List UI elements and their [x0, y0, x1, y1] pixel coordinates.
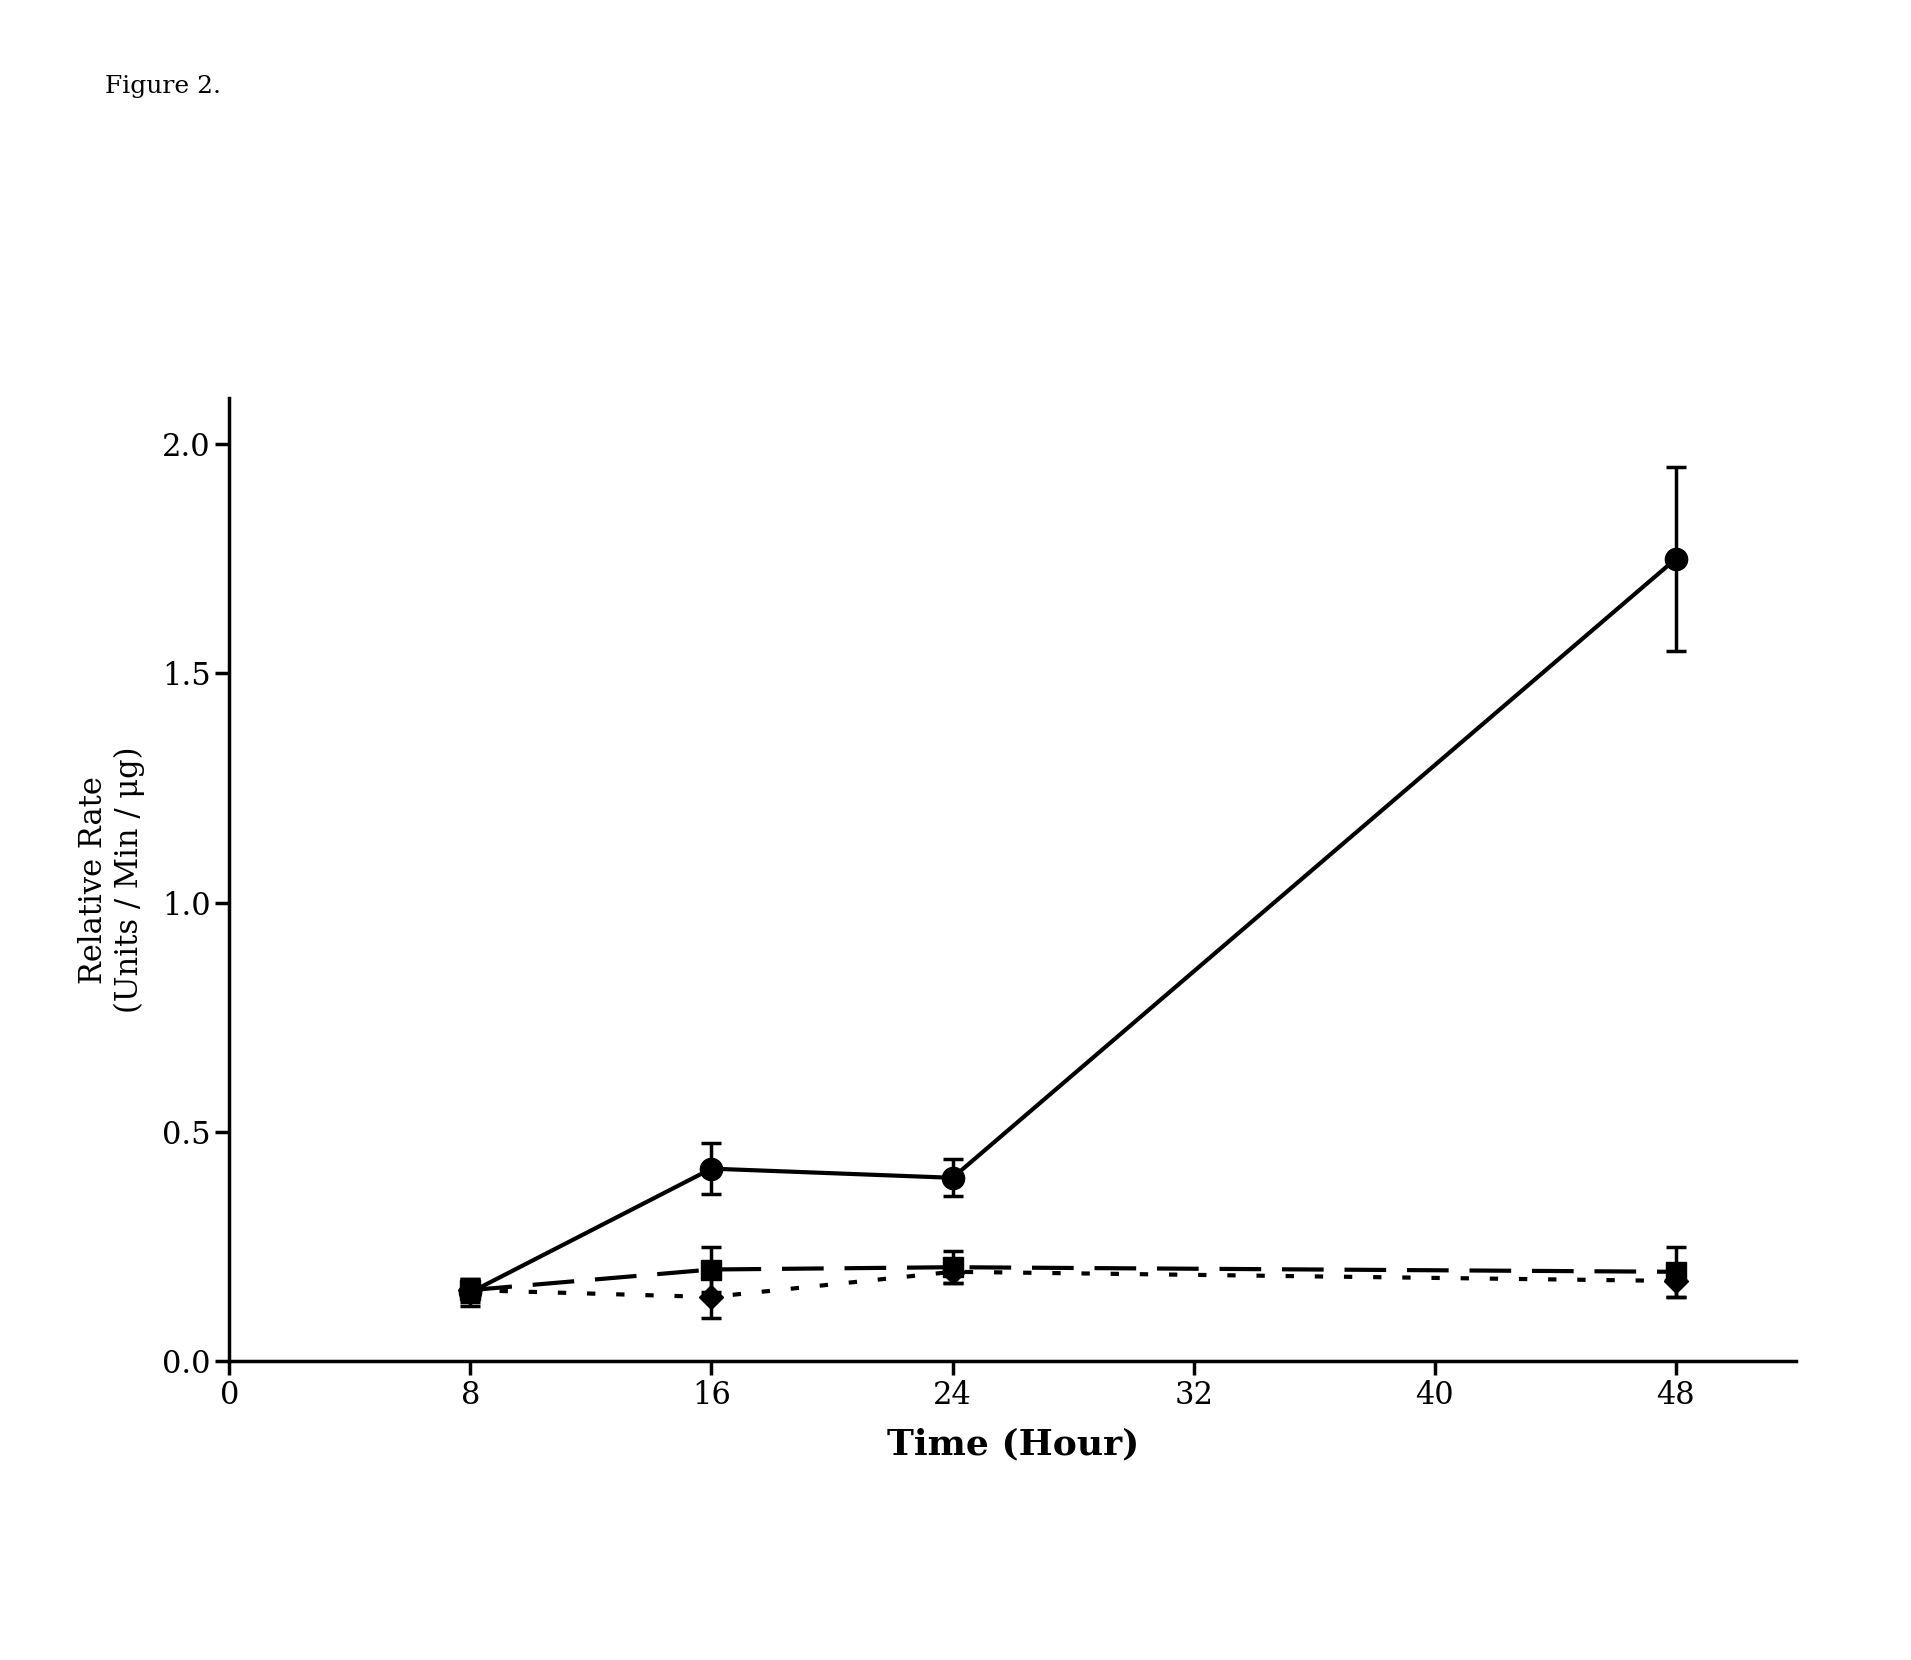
Text: Figure 2.: Figure 2. [105, 75, 222, 98]
Y-axis label: Relative Rate
(Units / Min / μg): Relative Rate (Units / Min / μg) [78, 747, 145, 1013]
X-axis label: Time (Hour): Time (Hour) [887, 1428, 1139, 1461]
